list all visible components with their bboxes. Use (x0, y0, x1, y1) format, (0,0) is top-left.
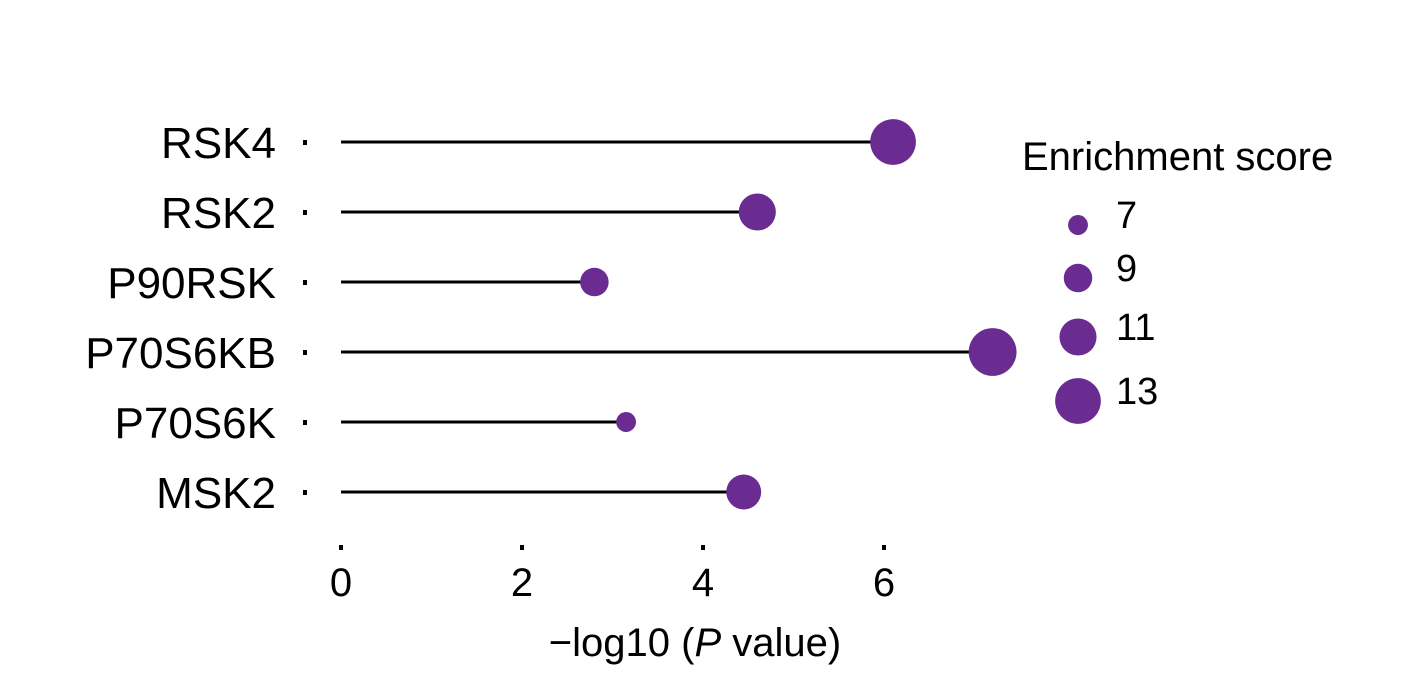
legend: Enrichment score 7 9 11 13 (1022, 135, 1333, 424)
legend-marker-9 (1063, 263, 1093, 293)
x-tick-label-4: 4 (692, 561, 714, 605)
points-layer (580, 119, 1017, 510)
legend-title: Enrichment score (1022, 135, 1333, 179)
y-tick-mark-p70s6kb (303, 350, 307, 355)
point-rsk2 (738, 193, 776, 231)
point-p70s6kb (968, 328, 1017, 376)
x-axis-title: −log10 (P value) (549, 621, 841, 665)
y-tick-mark-rsk2 (303, 210, 307, 215)
legend-label-11: 11 (1116, 307, 1155, 349)
y-tick-label-p70s6kb: P70S6KB (85, 329, 276, 378)
x-tick-mark-0 (339, 545, 343, 550)
y-tick-mark-p90rsk (303, 280, 307, 285)
y-axis: RSK4 RSK2 P90RSK P70S6KB P70S6K MSK2 (85, 119, 307, 518)
point-p90rsk (580, 267, 609, 297)
y-tick-mark-msk2 (303, 490, 307, 495)
legend-label-13: 13 (1116, 371, 1158, 413)
x-tick-label-0: 0 (330, 561, 352, 605)
stems-layer (341, 140, 993, 494)
y-tick-label-rsk4: RSK4 (161, 119, 276, 168)
y-tick-mark-rsk4 (303, 140, 307, 145)
point-rsk4 (870, 119, 916, 165)
legend-label-7: 7 (1116, 195, 1137, 237)
y-tick-label-p70s6k: P70S6K (115, 399, 276, 448)
y-tick-mark-p70s6k (303, 420, 307, 425)
x-tick-mark-4 (701, 545, 705, 550)
x-tick-label-2: 2 (511, 561, 533, 605)
x-tick-mark-2 (520, 545, 524, 550)
y-tick-label-p90rsk: P90RSK (107, 259, 276, 308)
legend-label-9: 9 (1116, 248, 1137, 290)
legend-marker-11 (1059, 318, 1097, 356)
legend-marker-7 (1068, 215, 1088, 235)
x-tick-mark-6 (882, 545, 886, 550)
y-tick-label-msk2: MSK2 (156, 469, 276, 518)
legend-marker-13 (1055, 378, 1101, 424)
x-axis: 0 2 4 6 (330, 545, 895, 605)
x-tick-label-6: 6 (873, 561, 895, 605)
y-tick-label-rsk2: RSK2 (161, 189, 276, 238)
point-msk2 (726, 474, 762, 510)
point-p70s6k (616, 412, 637, 432)
